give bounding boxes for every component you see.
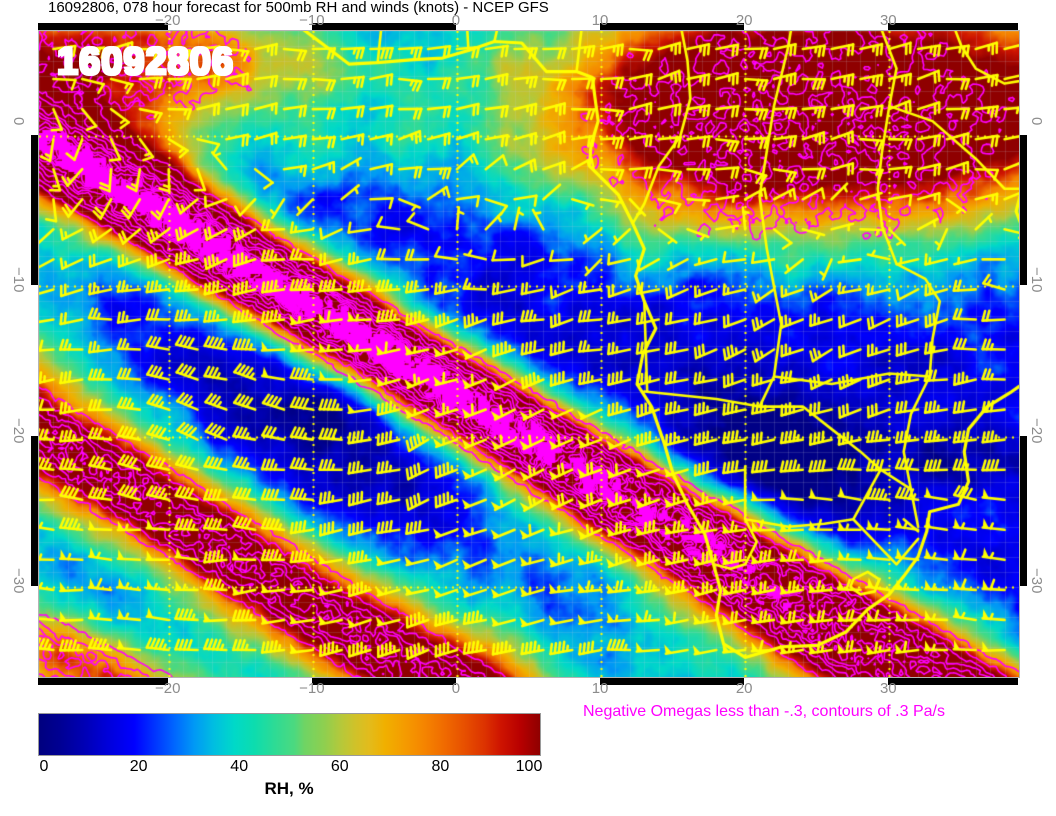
axis-label-top: 10 <box>591 12 609 29</box>
axis-label-left: −30 <box>10 567 27 594</box>
axis-tick-bar <box>311 678 456 685</box>
colorbar-tick-label: 100 <box>515 758 543 775</box>
colorbar-tick-label: 0 <box>39 758 49 775</box>
colorbar-label: RH, % <box>264 779 314 798</box>
map-field-canvas <box>39 31 1019 677</box>
axis-label-top: −10 <box>299 12 325 29</box>
colorbar[interactable] <box>38 713 541 756</box>
axis-label-bottom: 20 <box>735 680 753 697</box>
axis-label-left: −10 <box>10 267 27 293</box>
axis-tick-bar <box>38 678 168 685</box>
axis-label-bottom: 30 <box>879 680 897 697</box>
axis-tick-bar <box>600 23 745 30</box>
axis-tick-bar <box>600 678 745 685</box>
axis-label-top: 20 <box>735 12 753 29</box>
axis-label-bottom: −20 <box>154 680 181 697</box>
axis-label-left: −20 <box>10 417 27 444</box>
figure-title: 16092806, 078 hour forecast for 500mb RH… <box>48 0 549 16</box>
axis-label-top: 30 <box>879 12 897 29</box>
map-plot-area[interactable]: 16092806 <box>31 23 1027 685</box>
axis-label-top: 0 <box>451 12 461 29</box>
axis-tick-bar <box>31 135 38 286</box>
axis-tick-bar <box>1020 135 1027 286</box>
colorbar-tick-label: 80 <box>431 758 450 775</box>
axis-tick-bar <box>888 23 1018 30</box>
axis-label-bottom: 10 <box>591 680 609 697</box>
axis-label-top: −20 <box>154 12 181 29</box>
axis-tick-bar <box>31 435 38 586</box>
colorbar-tick-label: 40 <box>230 758 249 775</box>
axis-tick-bar <box>888 678 1018 685</box>
axis-label-bottom: 0 <box>451 680 461 697</box>
axis-label-right: 0 <box>1028 117 1045 126</box>
axis-label-right: −30 <box>1028 567 1045 594</box>
axis-label-right: −10 <box>1028 267 1045 293</box>
colorbar-tick-label: 20 <box>129 758 148 775</box>
map-frame: 16092806 <box>38 30 1020 678</box>
omega-note: Negative Omegas less than -.3, contours … <box>583 703 945 720</box>
axis-tick-bar <box>38 23 168 30</box>
axis-tick-bar <box>311 23 456 30</box>
colorbar-tick-label: 60 <box>330 758 349 775</box>
axis-tick-bar <box>1020 435 1027 586</box>
axis-label-left: 0 <box>10 117 27 126</box>
axis-label-right: −20 <box>1028 417 1045 444</box>
axis-label-bottom: −10 <box>299 680 325 697</box>
